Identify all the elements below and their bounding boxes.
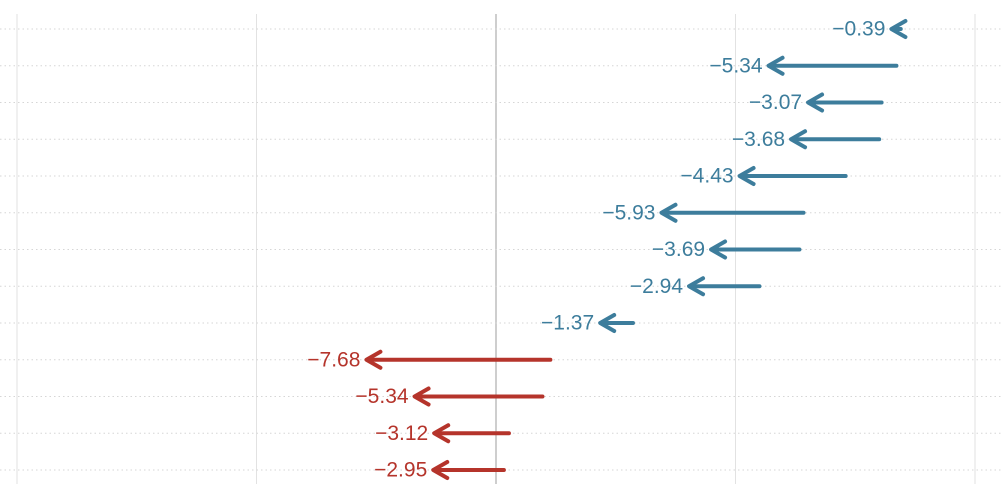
arrow-mark bbox=[889, 19, 908, 39]
value-label: −2.94 bbox=[630, 275, 683, 298]
value-label: −7.68 bbox=[307, 348, 360, 371]
value-label: −2.95 bbox=[374, 459, 427, 482]
arrow-head bbox=[431, 460, 450, 480]
arrow-head bbox=[432, 423, 451, 444]
arrow-mark bbox=[364, 349, 553, 370]
value-label: −3.12 bbox=[375, 422, 428, 445]
arrow-head bbox=[709, 239, 728, 260]
arrow-head bbox=[598, 313, 617, 333]
arrow-mark bbox=[432, 423, 511, 444]
arrow-head bbox=[766, 55, 785, 76]
arrow-head bbox=[659, 202, 678, 223]
arrow-mark bbox=[598, 313, 635, 333]
arrow-head bbox=[789, 129, 808, 150]
value-label: −5.34 bbox=[709, 54, 762, 77]
value-label: −3.69 bbox=[652, 238, 705, 261]
arrow-head bbox=[364, 349, 383, 370]
arrow-head bbox=[687, 276, 706, 297]
value-labels: −0.39 −5.34 −3.07 −3.68 −4.43 −5.93 −3.69 −2.94… bbox=[307, 18, 885, 482]
value-label: −0.39 bbox=[832, 18, 885, 41]
arrow-mark bbox=[766, 55, 899, 76]
arrow-series bbox=[364, 19, 908, 480]
arrow-mark bbox=[709, 239, 802, 260]
horizontal-gridlines bbox=[0, 28, 1002, 471]
value-label: −3.68 bbox=[732, 128, 785, 151]
arrow-head bbox=[737, 166, 756, 186]
arrow-head bbox=[889, 19, 908, 39]
value-label: −5.34 bbox=[355, 385, 408, 408]
arrow-mark bbox=[687, 276, 762, 297]
arrow-head bbox=[412, 386, 431, 407]
arrow-mark bbox=[412, 386, 545, 407]
arrow-mark bbox=[659, 202, 806, 223]
arrow-mark bbox=[806, 92, 884, 113]
value-label: −3.07 bbox=[749, 91, 802, 114]
arrow-head bbox=[806, 92, 825, 113]
value-label: −4.43 bbox=[680, 165, 733, 188]
arrow-mark bbox=[789, 129, 882, 150]
arrow-mark bbox=[431, 460, 506, 480]
arrow-mark bbox=[737, 166, 848, 186]
value-label: −5.93 bbox=[602, 201, 655, 224]
value-label: −1.37 bbox=[541, 312, 594, 335]
